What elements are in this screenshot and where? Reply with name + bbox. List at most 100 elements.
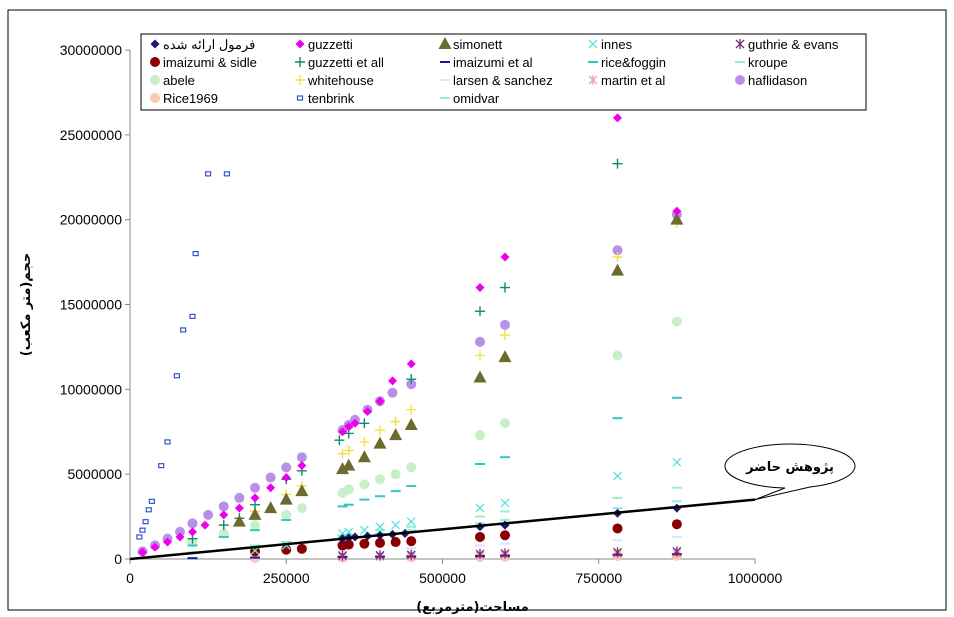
y-tick-label: 25000000 xyxy=(60,127,123,143)
data-point xyxy=(344,527,354,537)
data-point xyxy=(264,501,278,514)
data-point xyxy=(248,507,262,520)
legend-label: tenbrink xyxy=(308,91,355,106)
legend-marker xyxy=(295,75,305,85)
data-point xyxy=(344,422,354,432)
legend-label: martin et al xyxy=(601,73,665,88)
data-point xyxy=(671,316,682,327)
data-point xyxy=(672,457,682,467)
data-point xyxy=(138,547,147,557)
y-axis-title: حجم(متر مکعب) xyxy=(19,253,34,357)
data-point xyxy=(500,548,510,559)
data-point xyxy=(406,462,417,473)
data-point xyxy=(218,520,229,531)
data-point xyxy=(145,507,152,513)
legend-marker xyxy=(296,95,304,101)
data-point xyxy=(295,484,309,497)
data-point xyxy=(500,418,510,429)
series-whitehouse xyxy=(218,218,682,531)
legend-label: kroupe xyxy=(748,55,788,70)
data-point xyxy=(297,461,307,471)
data-point xyxy=(250,520,260,531)
data-point xyxy=(475,430,485,441)
series-guthrie-evans xyxy=(338,546,682,561)
data-point xyxy=(390,537,401,548)
data-point xyxy=(218,501,229,512)
data-point xyxy=(296,452,307,463)
data-point xyxy=(164,439,171,445)
data-point xyxy=(612,251,623,262)
data-point xyxy=(613,113,622,123)
data-point xyxy=(219,510,229,520)
data-point xyxy=(343,445,354,456)
x-tick-label: 500000 xyxy=(419,570,466,586)
data-point xyxy=(205,171,212,177)
data-point xyxy=(163,537,172,547)
data-point xyxy=(406,359,416,369)
legend-marker xyxy=(295,57,305,67)
data-point xyxy=(500,498,510,508)
data-point xyxy=(281,462,292,473)
data-point xyxy=(359,436,370,447)
data-point xyxy=(612,350,623,361)
data-point xyxy=(180,327,187,333)
data-point xyxy=(187,518,198,529)
callout-bubble xyxy=(724,443,856,501)
data-point xyxy=(475,503,485,513)
data-point xyxy=(359,418,370,429)
series-tenbrink xyxy=(136,171,230,540)
data-point xyxy=(406,549,416,560)
data-point xyxy=(296,543,307,554)
axes: 0500000010000000150000002000000025000000… xyxy=(19,42,782,615)
legend-label: innes xyxy=(601,37,633,52)
data-point xyxy=(475,336,485,347)
data-point xyxy=(234,492,245,503)
data-point xyxy=(406,379,417,390)
data-point xyxy=(338,427,347,437)
legend: فرمول ارائه شده guzzetti simonett innes guth… xyxy=(140,33,867,111)
data-point xyxy=(613,471,622,481)
legend-label: whitehouse xyxy=(307,73,374,88)
data-point xyxy=(500,282,510,293)
data-point xyxy=(473,370,487,383)
data-point xyxy=(359,479,370,490)
legend-marker xyxy=(150,57,160,67)
series-guzzetti xyxy=(138,113,682,557)
legend-marker xyxy=(735,75,745,85)
data-point xyxy=(232,514,246,527)
data-point xyxy=(189,313,196,319)
data-point xyxy=(334,435,345,446)
data-point xyxy=(373,436,387,449)
data-point xyxy=(296,503,307,514)
data-point xyxy=(672,206,682,216)
data-point xyxy=(671,519,682,530)
legend-label: Rice1969 xyxy=(163,91,218,106)
legend-marker xyxy=(150,93,160,103)
legend-label: guzzetti et all xyxy=(308,55,384,70)
data-point xyxy=(250,482,260,493)
data-point xyxy=(613,547,622,558)
data-point xyxy=(390,416,401,427)
legend-marker xyxy=(295,39,305,49)
legend-marker xyxy=(150,39,160,49)
data-point xyxy=(175,532,185,542)
data-point xyxy=(475,306,485,317)
data-point xyxy=(250,493,260,503)
x-tick-label: 0 xyxy=(126,570,134,586)
data-point xyxy=(338,550,347,561)
series-imaizumi-et-al xyxy=(187,553,682,560)
data-point xyxy=(192,251,199,257)
legend-label: simonett xyxy=(453,37,503,52)
data-point xyxy=(234,503,244,513)
y-tick-label: 15000000 xyxy=(60,297,123,313)
data-point xyxy=(387,387,398,398)
x-axis-title: مساحت(مترمربع) xyxy=(416,600,529,615)
data-point xyxy=(500,252,510,262)
series-omidvar xyxy=(187,486,682,554)
data-point xyxy=(350,418,360,428)
data-point xyxy=(266,483,276,493)
y-tick-label: 10000000 xyxy=(60,381,123,397)
data-point xyxy=(406,374,417,385)
